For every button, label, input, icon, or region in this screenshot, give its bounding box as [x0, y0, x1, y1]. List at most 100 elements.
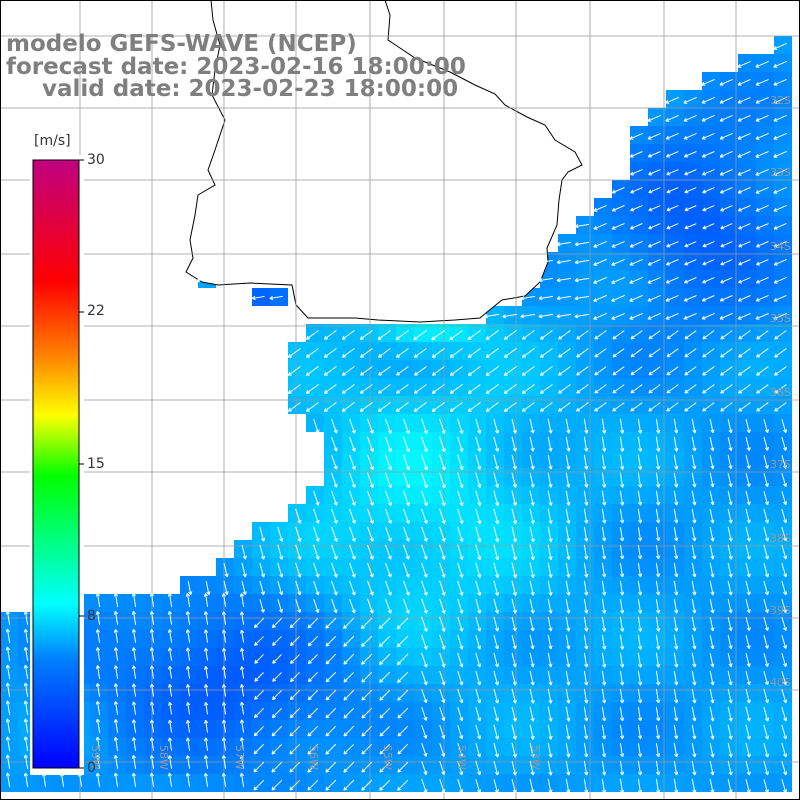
wind-arrow — [691, 778, 697, 794]
wind-arrow — [727, 688, 733, 704]
wind-arrow — [457, 670, 464, 686]
wind-arrow — [271, 707, 283, 719]
wind-arrow — [565, 544, 571, 560]
wind-arrow — [727, 635, 733, 650]
wind-arrow — [763, 706, 770, 722]
wind-arrow — [366, 490, 374, 506]
wind-arrow — [457, 490, 464, 507]
wind-arrow — [701, 133, 715, 140]
wind-arrow — [539, 348, 553, 358]
wind-arrow — [727, 455, 733, 470]
wind-arrow — [745, 508, 751, 524]
wind-arrow — [781, 742, 788, 758]
wind-arrow — [727, 562, 733, 578]
wind-arrow — [666, 348, 679, 358]
wind-arrow — [547, 598, 553, 614]
wind-arrow — [637, 598, 643, 614]
wind-arrow — [565, 418, 571, 434]
wind-arrow — [727, 616, 733, 632]
wind-arrow — [619, 580, 625, 596]
wind-arrow — [203, 665, 209, 679]
wind-arrow — [755, 277, 769, 284]
wind-arrow — [702, 384, 715, 394]
wind-arrow — [253, 761, 265, 773]
wind-arrow — [457, 436, 464, 453]
wind-arrow — [673, 724, 679, 740]
wind-arrow — [691, 688, 697, 704]
wind-arrow — [23, 736, 29, 752]
wind-arrow — [529, 454, 535, 470]
wind-arrow — [547, 616, 553, 632]
wind-arrow — [414, 366, 427, 376]
wind-arrow — [666, 366, 679, 376]
wind-arrow — [738, 402, 751, 412]
wind-arrow — [637, 490, 643, 506]
wind-arrow — [493, 670, 499, 686]
wind-arrow — [239, 647, 245, 661]
wind-arrow — [673, 490, 679, 506]
wind-arrow — [665, 114, 679, 122]
wind-arrow — [23, 646, 29, 662]
wind-arrow — [737, 115, 751, 122]
wind-arrow — [611, 294, 625, 302]
wind-arrow — [719, 78, 733, 86]
wind-arrow — [538, 313, 554, 319]
wind-arrow — [493, 472, 500, 488]
wind-arrow — [781, 473, 788, 487]
wind-arrow — [655, 490, 661, 506]
wind-arrow — [565, 616, 571, 632]
wind-arrow — [648, 384, 661, 394]
wind-arrow — [529, 634, 535, 650]
wind-arrow — [313, 418, 320, 434]
wind-arrow — [239, 755, 245, 769]
wind-arrow — [349, 418, 356, 434]
wind-arrow — [239, 684, 245, 697]
wind-arrow — [149, 701, 155, 715]
wind-arrow — [397, 707, 409, 719]
forecast-date: forecast date: 2023-02-16 18:00:00 — [6, 54, 466, 80]
wind-arrow — [529, 688, 535, 704]
wind-arrow — [601, 742, 607, 758]
wind-arrow — [763, 742, 770, 758]
wind-arrow — [763, 437, 769, 451]
wind-arrow — [349, 544, 356, 560]
wind-arrow — [511, 436, 517, 452]
wind-arrow — [781, 544, 788, 560]
wind-arrow — [259, 599, 265, 613]
wind-arrow — [558, 402, 571, 412]
wind-arrow — [529, 652, 535, 668]
wind-arrow — [377, 402, 391, 412]
wind-arrow — [539, 384, 553, 394]
wind-arrow — [683, 295, 697, 302]
wind-arrow — [185, 737, 191, 751]
wind-arrow — [773, 204, 787, 212]
wind-arrow — [385, 508, 392, 524]
wind-arrow — [397, 725, 409, 737]
wind-arrow — [5, 754, 11, 770]
wind-arrow — [773, 132, 787, 140]
wind-arrow — [185, 665, 191, 679]
wind-arrow — [439, 472, 446, 489]
wind-arrow — [781, 455, 788, 469]
wind-arrow — [221, 701, 227, 715]
wind-arrow — [538, 259, 554, 265]
wind-arrow — [745, 526, 751, 542]
wind-arrow — [637, 580, 643, 596]
latitude-label: 32S — [770, 94, 791, 107]
wind-arrow — [629, 276, 643, 284]
wind-arrow — [23, 754, 29, 770]
wind-arrow — [565, 760, 571, 776]
longitude-label: 56W — [307, 745, 320, 770]
wind-arrow — [511, 742, 517, 758]
wind-arrow — [539, 366, 553, 376]
wind-arrow — [719, 295, 733, 302]
wind-arrow — [576, 330, 589, 340]
wind-arrow — [673, 418, 679, 434]
wind-arrow — [475, 526, 482, 543]
wind-arrow — [493, 706, 500, 722]
wind-arrow — [619, 670, 625, 686]
longitude-label: 55W — [381, 745, 394, 770]
wind-arrow — [493, 598, 500, 614]
wind-arrow — [583, 544, 589, 560]
wind-arrow — [431, 384, 445, 394]
